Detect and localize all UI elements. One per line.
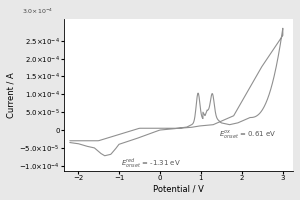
X-axis label: Potential / V: Potential / V [153, 184, 204, 193]
Y-axis label: Current / A: Current / A [7, 72, 16, 118]
Text: $E^{ox}_{onset}$ = 0.61 eV: $E^{ox}_{onset}$ = 0.61 eV [219, 128, 277, 141]
Text: 3.0×10$^{-4}$: 3.0×10$^{-4}$ [22, 7, 54, 16]
Text: $E^{red}_{onset}$ = -1.31 eV: $E^{red}_{onset}$ = -1.31 eV [121, 157, 181, 170]
